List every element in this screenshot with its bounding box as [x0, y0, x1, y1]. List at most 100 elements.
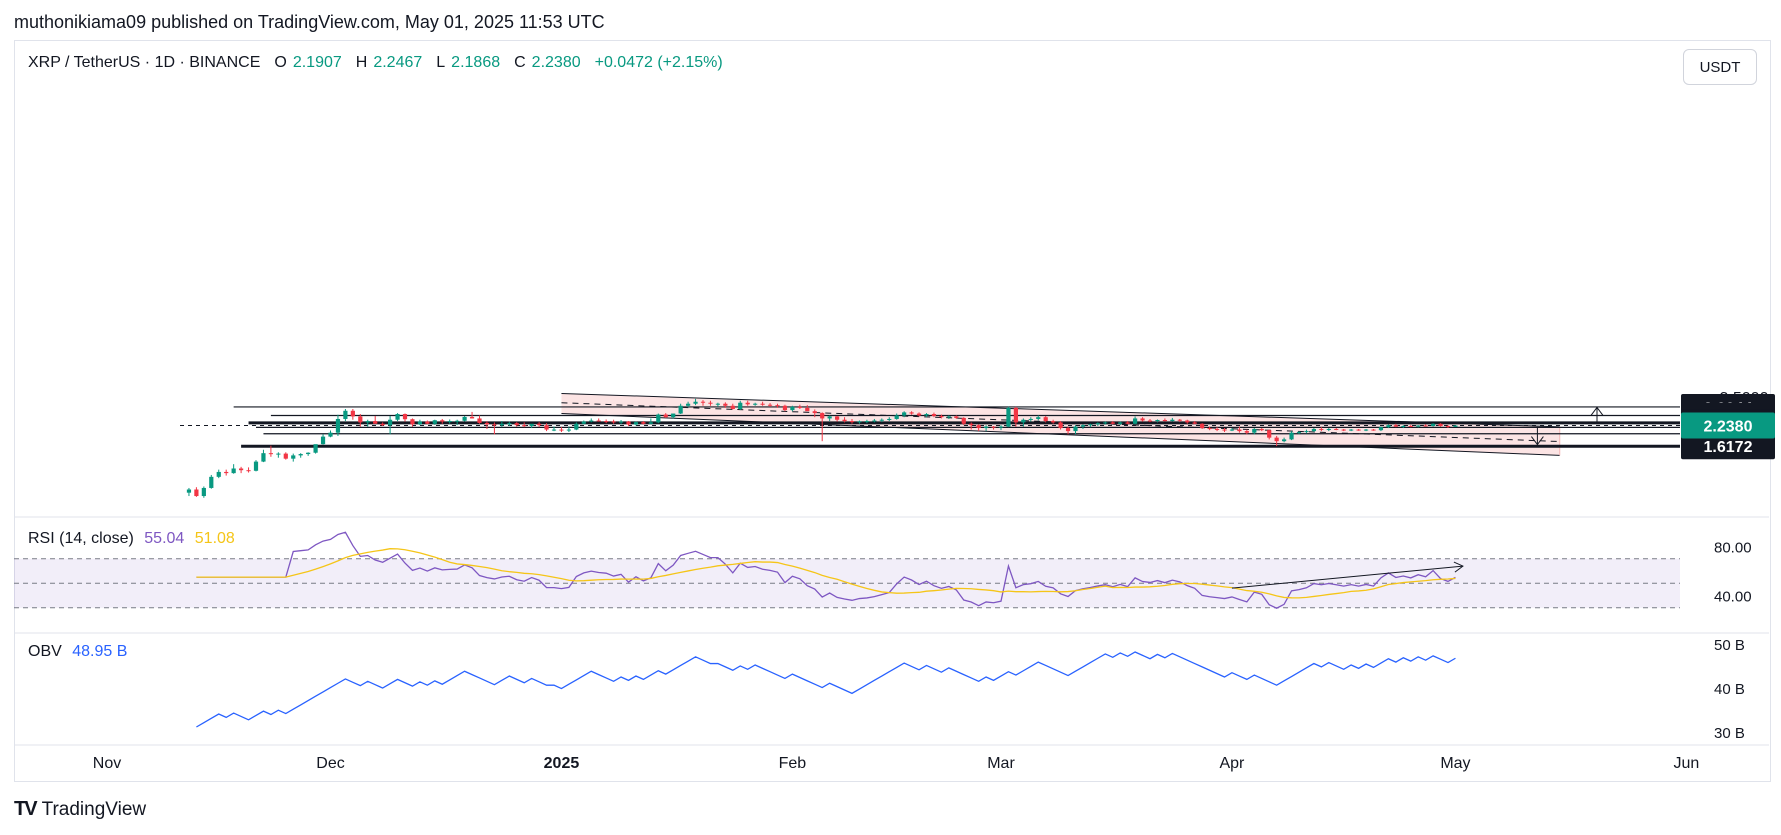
candle-body[interactable]: [767, 404, 773, 406]
candle-body[interactable]: [1162, 419, 1167, 422]
candle-body[interactable]: [1356, 429, 1361, 431]
candle-body[interactable]: [760, 403, 765, 405]
candle-body[interactable]: [194, 489, 199, 497]
candle-body[interactable]: [931, 414, 937, 416]
candle-body[interactable]: [1408, 426, 1413, 428]
candle-body[interactable]: [946, 416, 951, 418]
candle-body[interactable]: [1304, 431, 1309, 433]
candle-body[interactable]: [328, 432, 333, 437]
candle-body[interactable]: [186, 489, 192, 493]
candle-body[interactable]: [857, 421, 862, 423]
candle-body[interactable]: [469, 416, 475, 419]
candle-body[interactable]: [589, 420, 594, 422]
candle-body[interactable]: [1133, 418, 1138, 424]
candle-body[interactable]: [1229, 429, 1235, 431]
candle-body[interactable]: [969, 423, 974, 426]
rsi-ma-line[interactable]: [196, 548, 1456, 599]
candle-body[interactable]: [246, 470, 251, 472]
candle-body[interactable]: [231, 468, 236, 474]
candle-body[interactable]: [633, 422, 639, 425]
candle-body[interactable]: [998, 426, 1004, 428]
candle-body[interactable]: [492, 424, 497, 426]
obv-line[interactable]: [196, 651, 1456, 728]
candle-body[interactable]: [976, 425, 981, 429]
candle-body[interactable]: [209, 476, 214, 488]
candle-body[interactable]: [1326, 428, 1331, 430]
candle-body[interactable]: [514, 423, 519, 426]
candle-body[interactable]: [723, 403, 728, 406]
candle-body[interactable]: [902, 412, 907, 416]
candle-body[interactable]: [812, 411, 817, 414]
candle-body[interactable]: [1155, 419, 1160, 422]
candle-body[interactable]: [522, 425, 527, 427]
candle-body[interactable]: [320, 436, 326, 445]
candle-body[interactable]: [1453, 425, 1458, 427]
candle-body[interactable]: [1192, 422, 1197, 424]
candle-body[interactable]: [1170, 419, 1175, 422]
candle-body[interactable]: [693, 401, 698, 404]
candle-body[interactable]: [417, 421, 422, 425]
candle-body[interactable]: [276, 453, 281, 455]
candle-body[interactable]: [797, 406, 802, 408]
candle-body[interactable]: [671, 413, 676, 418]
candle-body[interactable]: [298, 454, 303, 456]
candle-body[interactable]: [1177, 419, 1182, 421]
candle-body[interactable]: [745, 402, 750, 405]
candle-body[interactable]: [656, 414, 661, 423]
candle-body[interactable]: [239, 468, 244, 471]
candle-body[interactable]: [343, 410, 348, 419]
candle-body[interactable]: [879, 419, 884, 421]
candle-body[interactable]: [224, 471, 229, 474]
candle-body[interactable]: [432, 420, 437, 424]
candle-body[interactable]: [1147, 420, 1153, 422]
symbol-name[interactable]: XRP / TetherUS · 1D · BINANCE: [28, 54, 261, 71]
candle-body[interactable]: [551, 429, 557, 431]
candle-body[interactable]: [849, 421, 855, 423]
candle-body[interactable]: [537, 423, 542, 426]
candle-body[interactable]: [835, 416, 840, 420]
candle-body[interactable]: [1259, 428, 1264, 431]
candle-body[interactable]: [1140, 418, 1145, 421]
candle-body[interactable]: [1207, 428, 1212, 430]
candle-body[interactable]: [1013, 407, 1018, 423]
candle-body[interactable]: [984, 426, 989, 429]
candle-body[interactable]: [1118, 422, 1123, 424]
candle-body[interactable]: [499, 423, 504, 426]
candle-body[interactable]: [283, 453, 288, 459]
candle-body[interactable]: [626, 421, 631, 425]
candle-body[interactable]: [842, 419, 847, 422]
candle-body[interactable]: [402, 414, 408, 420]
obv-title[interactable]: OBV: [28, 643, 62, 660]
candle-body[interactable]: [663, 414, 668, 418]
candle-body[interactable]: [1065, 428, 1071, 432]
candle-body[interactable]: [1103, 422, 1108, 424]
candle-body[interactable]: [559, 429, 564, 431]
candle-body[interactable]: [820, 413, 825, 419]
candle-body[interactable]: [1080, 425, 1086, 427]
candle-body[interactable]: [566, 429, 571, 431]
candle-body[interactable]: [715, 403, 720, 405]
candle-body[interactable]: [939, 415, 944, 418]
candle-body[interactable]: [1073, 426, 1078, 432]
candle-body[interactable]: [395, 414, 400, 420]
candle-body[interactable]: [291, 455, 296, 459]
candle-body[interactable]: [700, 401, 706, 403]
candle-body[interactable]: [1393, 425, 1398, 427]
candle-body[interactable]: [1334, 428, 1339, 430]
candle-body[interactable]: [1185, 420, 1190, 423]
candle-body[interactable]: [484, 422, 490, 425]
candle-body[interactable]: [1021, 419, 1026, 423]
candle-body[interactable]: [350, 410, 355, 417]
candle-body[interactable]: [924, 414, 929, 416]
candle-body[interactable]: [730, 405, 735, 409]
candle-body[interactable]: [1378, 427, 1384, 431]
candle-body[interactable]: [1363, 429, 1369, 431]
candle-body[interactable]: [462, 416, 467, 421]
candle-body[interactable]: [447, 421, 452, 423]
candle-body[interactable]: [380, 423, 385, 426]
candle-body[interactable]: [954, 416, 959, 418]
candle-body[interactable]: [916, 413, 922, 416]
candle-body[interactable]: [1289, 432, 1294, 440]
candle-body[interactable]: [827, 416, 832, 419]
candle-body[interactable]: [1445, 426, 1451, 428]
